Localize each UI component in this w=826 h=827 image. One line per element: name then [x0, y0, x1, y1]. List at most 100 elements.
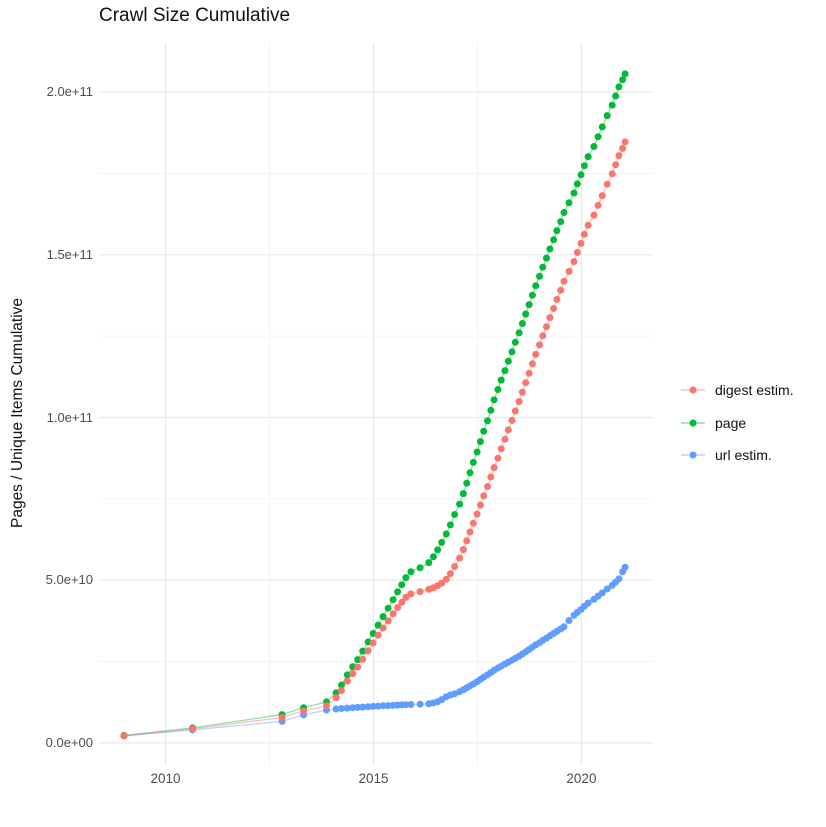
plot-area-svg [99, 43, 653, 765]
legend-item: digest estim. [681, 374, 794, 407]
data-point [619, 76, 627, 84]
data-point [565, 267, 573, 275]
data-point [553, 295, 561, 303]
data-point [515, 329, 523, 337]
data-point [577, 239, 585, 247]
data-point [349, 663, 357, 671]
data-point [590, 211, 598, 219]
data-point [621, 138, 629, 146]
data-point [525, 301, 533, 309]
data-point [573, 249, 581, 256]
data-point [278, 714, 286, 721]
data-point [594, 201, 602, 209]
data-point [402, 574, 410, 582]
data-point [332, 705, 340, 713]
y-tick-label: 1.5e+11 [46, 246, 93, 262]
data-point [338, 681, 345, 689]
data-point [442, 530, 450, 538]
data-point [615, 575, 623, 583]
x-tick-label: 2015 [358, 771, 389, 786]
data-point [469, 458, 477, 466]
data-point [608, 101, 616, 109]
data-point [384, 604, 392, 612]
data-point [369, 702, 377, 710]
data-point [354, 703, 362, 711]
data-point [349, 704, 357, 712]
data-point [359, 703, 367, 711]
data-point [416, 700, 424, 708]
data-point [463, 537, 471, 545]
data-point [425, 559, 433, 567]
data-point [398, 581, 406, 589]
data-point [511, 338, 519, 346]
chart-title: Crawl Size Cumulative [99, 5, 291, 26]
data-point [359, 655, 367, 663]
series-line-digest-estim- [123, 141, 626, 737]
data-point [501, 435, 509, 443]
data-point [374, 631, 382, 639]
data-point [379, 613, 387, 621]
data-point [584, 153, 592, 161]
data-point [560, 209, 568, 216]
data-point [379, 702, 387, 710]
data-point [389, 596, 397, 604]
data-point [550, 236, 558, 244]
data-point [476, 438, 484, 446]
legend-key-icon [681, 451, 705, 459]
data-point [515, 398, 523, 406]
data-point [501, 367, 509, 375]
legend-label: digest estim. [715, 382, 794, 399]
data-point [456, 554, 464, 562]
data-point [508, 416, 516, 424]
data-point [384, 702, 392, 710]
data-point [615, 152, 623, 160]
data-point [603, 585, 611, 593]
data-point [416, 564, 424, 572]
data-point [603, 112, 611, 120]
data-point [497, 445, 505, 453]
data-point [389, 610, 397, 618]
data-point [332, 689, 340, 697]
plot-panel [99, 43, 653, 765]
data-point [484, 417, 491, 425]
data-point [546, 245, 554, 253]
data-point [473, 510, 481, 518]
data-point [522, 379, 530, 387]
data-point [359, 647, 367, 655]
data-point [487, 406, 495, 414]
data-point [584, 599, 592, 607]
data-point [434, 546, 442, 554]
data-point [536, 272, 543, 280]
data-point [480, 427, 488, 435]
data-point [565, 617, 573, 624]
data-point [518, 320, 526, 327]
data-point [543, 323, 550, 331]
data-point [508, 348, 516, 356]
y-tick-label: 0.0e+00 [45, 734, 93, 750]
data-point [451, 511, 459, 518]
data-point [621, 563, 629, 571]
data-point [429, 553, 437, 561]
data-point [364, 703, 372, 711]
data-point [525, 369, 533, 377]
data-point [570, 258, 578, 266]
data-point [463, 479, 471, 487]
x-tick-label: 2010 [150, 771, 181, 786]
data-point [338, 705, 345, 712]
data-point [442, 575, 450, 583]
data-point [528, 291, 536, 299]
data-point [546, 314, 554, 322]
data-point [407, 590, 415, 598]
data-point [539, 263, 547, 271]
data-point [615, 83, 623, 91]
legend-key-icon [681, 419, 705, 427]
series-line-url-estim- [123, 566, 626, 737]
data-point [497, 376, 505, 384]
data-point [469, 519, 477, 527]
data-point [539, 332, 547, 340]
x-tick-label: 2020 [566, 771, 597, 786]
data-point [557, 218, 565, 226]
data-point [550, 305, 558, 312]
legend-key-icon [681, 386, 705, 394]
